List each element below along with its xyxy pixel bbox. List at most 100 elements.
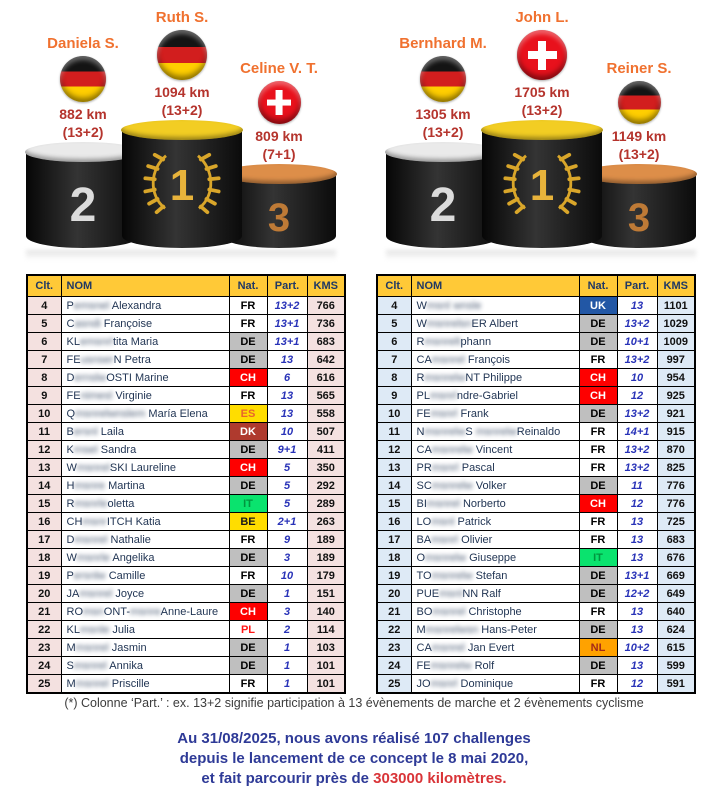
name-visible-part: ITCH Katia	[106, 515, 161, 528]
table-row: 6 KLemsnrltita Maria DE 13+1 683	[26, 332, 346, 351]
name-cell: BImsnrel Norberto	[410, 494, 580, 513]
name-visible-part: C	[66, 317, 75, 330]
name-redacted-part: ernslw	[74, 371, 107, 384]
podium-women: Daniela S. 882 km (13+2) 2 Ruth S. 1094 km (13…	[20, 2, 342, 260]
rank-cell: 20	[376, 584, 412, 603]
rank-cell: 23	[376, 638, 412, 657]
table-row: 16 LOmsnl Patrick FR 13 725	[376, 512, 696, 531]
participation-cell: 13	[266, 404, 308, 423]
participation-cell: 10+1	[616, 332, 658, 351]
name-visible-part: N Petra	[113, 353, 151, 366]
name-visible-part: FE	[416, 659, 431, 672]
kms-cell: 101	[306, 674, 346, 694]
athlete-km: 1149 km	[611, 128, 667, 144]
participation-cell: 2+1	[266, 512, 308, 531]
participation-cell: 12	[616, 494, 658, 513]
athlete-participations: (13+2)	[521, 102, 563, 118]
participation-cell: 11	[616, 476, 658, 495]
name-redacted-part: msnl	[426, 299, 451, 312]
name-redacted-part: msnrelw	[430, 659, 472, 672]
name-visible-part: OSTI Marine	[106, 371, 169, 384]
name-visible-part: M	[66, 677, 76, 690]
participation-cell: 13+2	[616, 458, 658, 477]
name-visible-part: R	[416, 371, 425, 384]
nationality-cell: DE	[228, 476, 268, 495]
name-visible-part: Jan Evert	[464, 641, 515, 654]
name-cell: FEmsnrl Frank	[410, 404, 580, 423]
participation-cell: 13	[266, 386, 308, 405]
kms-cell: 642	[306, 350, 346, 369]
rank-cell: 8	[26, 368, 62, 387]
name-cell: Mmsnrel Priscille	[60, 674, 230, 694]
name-visible-part: SKI Laureline	[109, 461, 176, 474]
nationality-cell: UK	[578, 296, 618, 315]
participation-cell: 9	[266, 530, 308, 549]
ranking-table-women: Clt. NOM Nat. Part. KMS 4 Pemsnel Alexandra FR…	[26, 274, 346, 694]
summary-line-2: depuis le lancement de ce concept le 8 m…	[179, 750, 529, 767]
nationality-cell: DE	[228, 656, 268, 675]
name-visible-part: NT Philippe	[465, 371, 523, 384]
participation-cell: 14+1	[616, 422, 658, 441]
table-row: 12 CAmsnrelw Vincent FR 13+2 870	[376, 440, 696, 459]
kms-cell: 649	[656, 584, 696, 603]
nationality-cell: CH	[228, 458, 268, 477]
name-cell: ROmsnONT-msnreAnne-Laure	[60, 602, 230, 621]
name-visible-part: R	[416, 335, 425, 348]
kms-cell: 954	[656, 368, 696, 387]
table-row: 11 NmsnrelwS msnrelwReinaldo FR 14+1 915	[376, 422, 696, 441]
flag-germany-icon	[60, 56, 106, 102]
participation-cell: 12+2	[616, 584, 658, 603]
name-cell: PUEmsnlNN Ralf	[410, 584, 580, 603]
name-visible-part: D	[66, 533, 75, 546]
athlete-name: Bernhard M.	[399, 35, 487, 52]
table-row: 25 JOmsnrl Dominique FR 12 591	[376, 674, 696, 694]
rank-cell: 24	[376, 656, 412, 675]
name-visible-part: KL	[66, 335, 80, 348]
kms-cell: 915	[656, 422, 696, 441]
participation-cell: 1	[266, 674, 308, 694]
podium-cylinder-top	[221, 164, 337, 184]
kms-cell: 189	[306, 548, 346, 567]
rank-cell: 14	[376, 476, 412, 495]
name-cell: Mmsnrel Jasmin	[60, 638, 230, 657]
name-cell: Casndi Françoise	[60, 314, 230, 333]
col-header-part: Part.	[266, 274, 308, 297]
kms-cell: 1101	[656, 296, 696, 315]
table-row: 9 PLmsnrlndre-Gabriel CH 12 925	[376, 386, 696, 405]
flag-germany-icon	[157, 30, 207, 80]
rank-cell: 5	[26, 314, 62, 333]
nationality-cell: FR	[228, 314, 268, 333]
table-row: 18 Wmsnrle Angelika DE 3 189	[26, 548, 346, 567]
name-visible-part: S	[66, 659, 74, 672]
table-row: 7 CAmsnrel François FR 13+2 997	[376, 350, 696, 369]
name-redacted-part: msnrl	[429, 389, 457, 402]
participation-cell: 1	[266, 638, 308, 657]
name-visible-part: María Elena	[145, 407, 208, 420]
flag-germany-icon	[420, 56, 466, 102]
col-header-kms: KMS	[306, 274, 346, 297]
name-cell: FEmsnrelw Rolf	[410, 656, 580, 675]
participation-cell: 3	[266, 548, 308, 567]
name-redacted-part: usnser	[80, 353, 114, 366]
rank-cell: 6	[26, 332, 62, 351]
nationality-cell: FR	[228, 530, 268, 549]
nationality-cell: DE	[578, 476, 618, 495]
nationality-cell: NL	[578, 638, 618, 657]
name-visible-part: BI	[416, 497, 427, 510]
name-visible-part: Q	[66, 407, 76, 420]
table-row: 15 BImsnrel Norberto CH 12 776	[376, 494, 696, 513]
kms-cell: 558	[306, 404, 346, 423]
participation-cell: 13	[616, 512, 658, 531]
athlete-name: Daniela S.	[47, 35, 119, 52]
participation-cell: 13+2	[616, 350, 658, 369]
table-row: 5 WmsnrelsnER Albert DE 13+2 1029	[376, 314, 696, 333]
nationality-cell: DE	[228, 638, 268, 657]
name-cell: JOmsnrl Dominique	[410, 674, 580, 694]
name-visible-part: KL	[66, 623, 80, 636]
summary-text: Au 31/08/2025, nous avons réalisé 107 ch…	[0, 729, 708, 789]
name-cell: Persnlw Camille	[60, 566, 230, 585]
rank-cell: 13	[26, 458, 62, 477]
name-visible-part: Stefan	[472, 569, 508, 582]
name-redacted-part: msnrel	[76, 461, 110, 474]
participation-cell: 3	[266, 602, 308, 621]
